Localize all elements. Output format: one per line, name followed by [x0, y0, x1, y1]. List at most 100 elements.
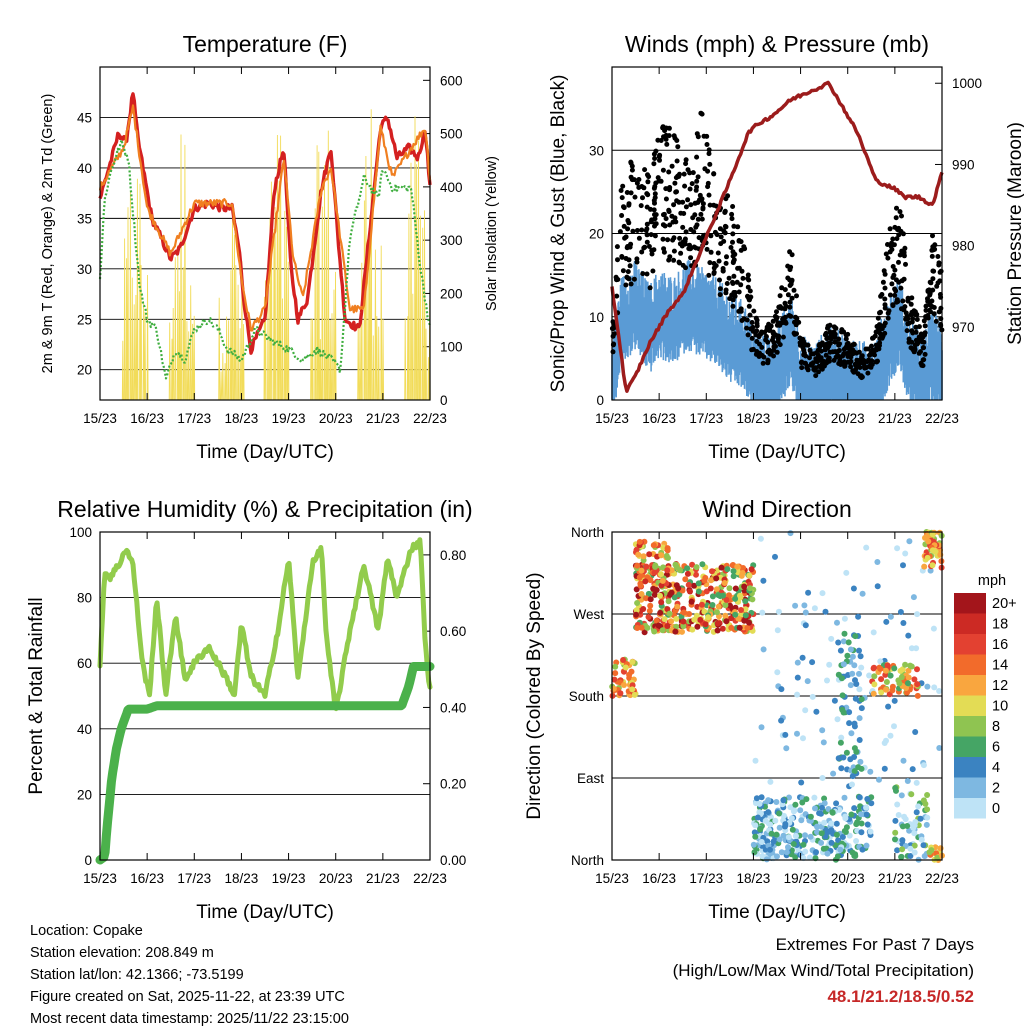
direction-dot: [714, 620, 721, 627]
direction-dot: [754, 814, 761, 821]
gust-dot: [713, 263, 719, 269]
direction-dot: [926, 849, 933, 856]
x-tick-label-winds: 19/23: [784, 411, 818, 426]
gust-dot: [824, 335, 830, 341]
gust-dot: [634, 228, 640, 233]
x-tick-label-humidity: 19/23: [272, 871, 306, 886]
gust-dot: [632, 194, 638, 200]
gust-dot: [870, 347, 876, 353]
gust-dot: [913, 329, 919, 335]
gust-dot: [930, 276, 936, 282]
x-tick-label-winds: 21/23: [878, 411, 912, 426]
gust-dot: [734, 279, 740, 285]
gust-dot: [851, 349, 857, 355]
y-tick-label-humidity: 20: [77, 787, 92, 802]
gust-dot: [873, 329, 879, 335]
direction-dot: [767, 846, 773, 853]
gust-dot: [869, 358, 875, 364]
direction-dot: [773, 831, 780, 838]
direction-dot: [914, 692, 921, 699]
direction-dot: [929, 547, 936, 554]
gust-dot: [631, 276, 637, 282]
direction-dot: [857, 653, 864, 660]
direction-dot: [643, 595, 650, 602]
gust-dot: [899, 213, 904, 219]
direction-dot: [612, 670, 619, 677]
gust-dot: [614, 293, 620, 299]
gust-dot: [683, 161, 689, 167]
direction-dot: [730, 568, 737, 575]
direction-dot: [728, 615, 735, 622]
y-tick-label-temperature: 35: [77, 211, 92, 226]
gust-dot: [717, 286, 723, 292]
legend-label: 20+: [992, 596, 1017, 612]
direction-dot: [680, 609, 687, 616]
y-tick-label-temperature: 45: [77, 110, 92, 125]
x-tick-label-winds: 20/23: [831, 411, 865, 426]
direction-dot: [847, 756, 854, 763]
y2-tick-label-winds: 990: [952, 157, 975, 172]
direction-dot: [897, 667, 904, 674]
y2-tick-label-temperature: 300: [440, 233, 463, 248]
gust-dot: [730, 281, 736, 286]
direction-dot: [899, 846, 906, 853]
gust-dot: [667, 254, 673, 260]
gust-dot: [615, 257, 620, 263]
gust-dot: [667, 222, 673, 228]
direction-dot: [640, 553, 647, 560]
gust-dot: [785, 275, 791, 281]
gust-dot: [838, 362, 844, 367]
gust-dot: [625, 275, 631, 281]
direction-dot: [867, 768, 874, 775]
gust-dot: [717, 292, 723, 298]
direction-dot: [863, 544, 870, 551]
direction-dot: [802, 622, 809, 629]
gust-dot: [813, 356, 819, 362]
gust-dot: [914, 317, 920, 322]
gust-dot: [836, 336, 842, 342]
gust-dot: [629, 177, 635, 183]
gust-dot: [901, 253, 907, 259]
direction-dot: [707, 585, 714, 592]
gust-dot: [672, 180, 678, 186]
y2-axis-label-winds: Station Pressure (Maroon): [1005, 122, 1024, 345]
direction-dot: [859, 590, 866, 597]
gust-dot: [782, 319, 788, 325]
gust-dot: [896, 259, 901, 265]
solar-insolation-series: [121, 109, 431, 401]
gust-dot: [785, 292, 791, 298]
station-info: Location: Copake Station elevation: 208.…: [30, 920, 349, 1030]
direction-dot: [647, 577, 654, 583]
gust-dot: [689, 181, 695, 187]
direction-dot: [792, 833, 799, 839]
direction-dot: [742, 598, 749, 605]
gust-dot: [749, 347, 755, 353]
gust-dot: [700, 205, 706, 211]
gust-dot: [652, 223, 657, 229]
gust-dot: [694, 222, 700, 228]
direction-dot: [931, 684, 938, 691]
direction-dot: [809, 693, 816, 700]
gust-dot: [801, 338, 806, 344]
gust-dot: [736, 265, 742, 271]
direction-dot: [907, 662, 914, 669]
direction-dot: [853, 821, 860, 828]
gust-dot: [794, 331, 799, 337]
direction-dot: [638, 591, 645, 597]
gust-dot: [731, 290, 737, 295]
gust-dot: [816, 369, 821, 375]
x-tick-label-temperature: 18/23: [225, 411, 259, 426]
y-tick-label-humidity: 100: [69, 525, 92, 540]
gust-dot: [794, 293, 799, 299]
direction-dot: [665, 598, 672, 605]
gust-dot: [661, 212, 666, 218]
gust-dot: [695, 134, 701, 140]
series-line-9m-t: [98, 104, 432, 332]
direction-dot: [647, 596, 654, 603]
direction-dot: [734, 563, 741, 570]
direction-dot: [770, 838, 777, 845]
direction-dot: [859, 846, 866, 853]
gust-dot: [807, 347, 813, 353]
direction-dot: [833, 820, 840, 827]
direction-dot: [882, 667, 889, 674]
